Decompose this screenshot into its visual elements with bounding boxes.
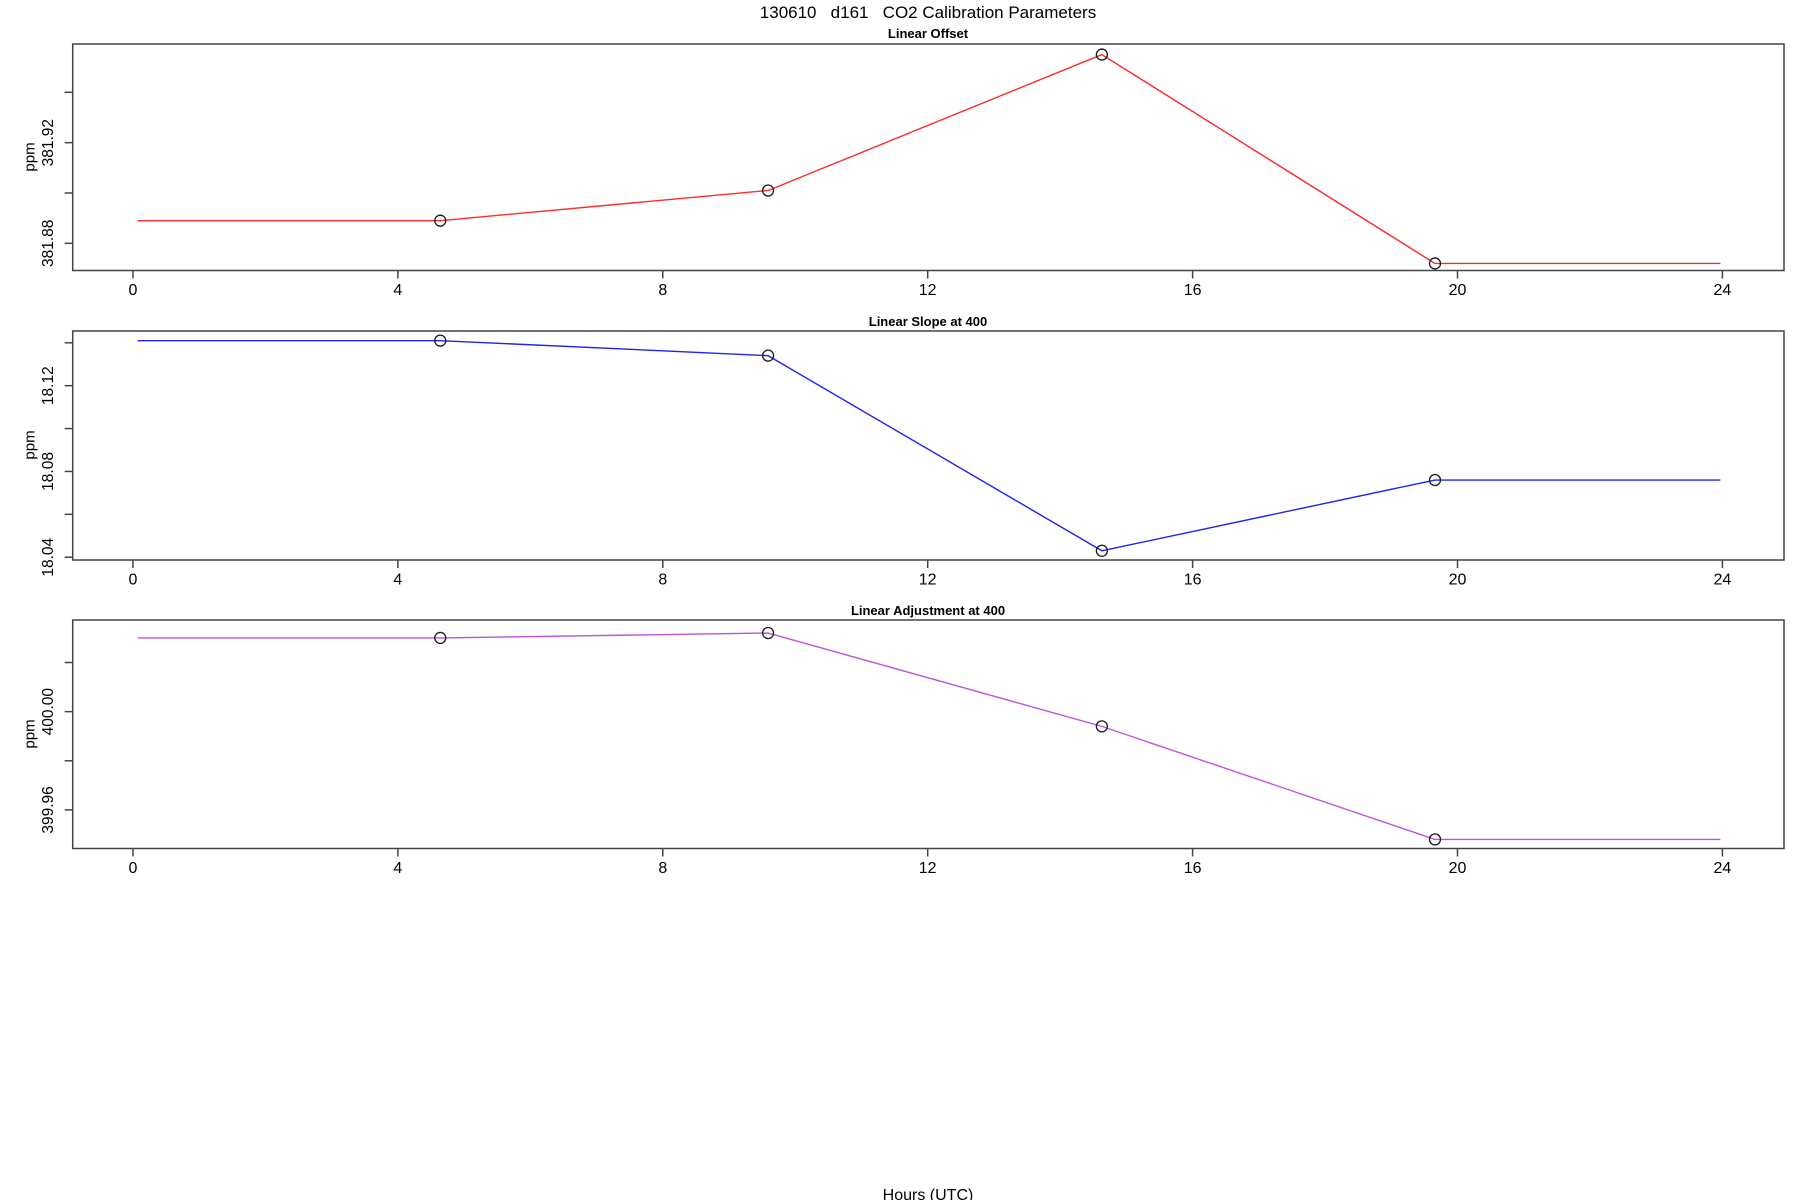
subplot-title-linear-slope: Linear Slope at 400 — [868, 314, 988, 329]
x-tick-label: 16 — [1184, 860, 1202, 877]
x-tick-label: 8 — [658, 282, 667, 299]
data-point-marker — [1428, 833, 1442, 846]
x-tick-label: 12 — [919, 572, 937, 589]
y-tick-label: 18.12 — [40, 366, 57, 405]
y-axis-label-ppm-2: ppm — [21, 430, 39, 460]
x-tick-label: 24 — [1714, 282, 1732, 299]
y-tick-label: 399.96 — [40, 786, 57, 833]
data-point-marker — [761, 626, 775, 640]
data-point-marker — [1095, 48, 1109, 61]
x-tick-label: 12 — [919, 282, 937, 299]
x-tick-label: 4 — [393, 282, 402, 299]
plot-box — [71, 330, 1785, 561]
data-point-marker — [1428, 473, 1442, 487]
x-tick-label: 0 — [129, 572, 138, 589]
data-point-marker — [1095, 544, 1109, 557]
x-tick-label: 24 — [1714, 572, 1732, 589]
x-tick-label: 20 — [1449, 860, 1467, 877]
x-tick-label: 4 — [393, 860, 402, 877]
data-point-marker — [434, 631, 447, 645]
x-tick-label: 8 — [658, 572, 667, 589]
x-tick-label: 4 — [393, 572, 402, 589]
x-tick-label: 0 — [129, 860, 138, 877]
x-tick-label: 8 — [658, 860, 667, 877]
y-axis-label-ppm-3: ppm — [21, 719, 39, 749]
x-tick-label: 16 — [1184, 572, 1202, 589]
y-tick-label: 18.04 — [40, 537, 57, 576]
y-tick-label: 18.08 — [40, 452, 57, 491]
series-line — [137, 632, 1721, 841]
y-tick-label: 381.88 — [40, 220, 57, 267]
y-axis-label-ppm-1: ppm — [21, 142, 39, 172]
data-point-marker — [1428, 257, 1442, 270]
x-tick-label: 20 — [1449, 282, 1467, 299]
x-tick-label: 24 — [1714, 860, 1732, 877]
x-tick-label: 16 — [1184, 282, 1202, 299]
series-line — [137, 339, 1721, 552]
x-tick-label: 20 — [1449, 572, 1467, 589]
y-tick-label: 400.00 — [40, 688, 57, 736]
data-point-marker — [1095, 720, 1109, 733]
plot-box — [71, 619, 1785, 850]
series-line — [137, 53, 1721, 265]
main-title: 130610 d161 CO2 Calibration Parameters — [759, 3, 1097, 22]
data-point-marker — [761, 184, 775, 197]
data-point-marker — [434, 334, 447, 347]
x-tick-label: 12 — [919, 860, 937, 877]
subplot-title-linear-offset: Linear Offset — [887, 26, 969, 41]
data-point-marker — [761, 349, 775, 362]
x-axis-title: Hours (UTC) — [882, 1187, 974, 1200]
subplot-title-linear-adjustment: Linear Adjustment at 400 — [850, 603, 1006, 618]
data-point-marker — [434, 214, 447, 227]
plot-box — [71, 43, 1785, 272]
y-tick-label: 381.92 — [40, 119, 57, 166]
x-tick-label: 0 — [129, 282, 138, 299]
